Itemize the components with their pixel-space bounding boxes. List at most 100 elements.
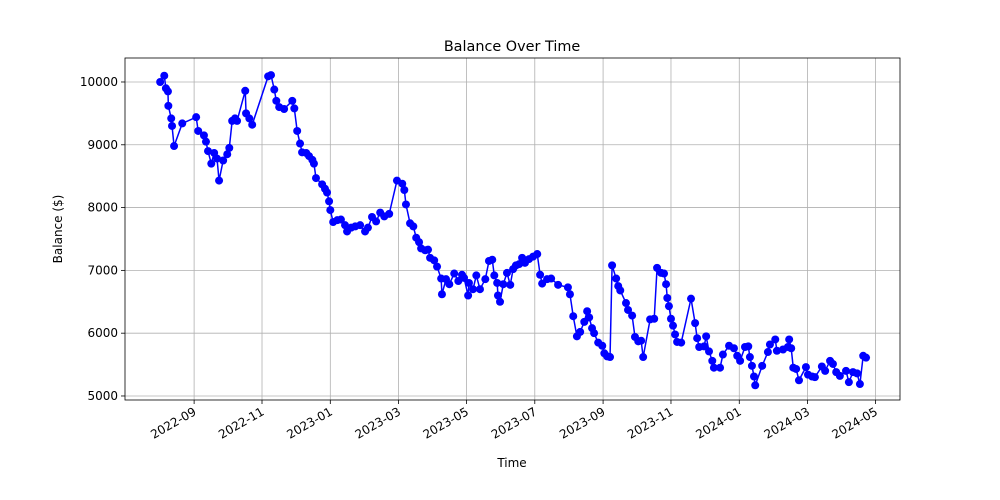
balance-point <box>794 376 803 385</box>
balance-point <box>433 262 442 271</box>
balance-point <box>693 334 702 343</box>
balance-point <box>401 200 410 209</box>
balance-point <box>835 371 844 380</box>
balance-point <box>563 283 572 292</box>
balance-point <box>862 353 871 362</box>
balance-point <box>248 120 257 129</box>
x-axis-label: Time <box>496 456 526 470</box>
balance-point <box>464 278 473 287</box>
balance-point <box>751 381 760 390</box>
balance-point <box>201 137 210 146</box>
balance-point <box>792 364 801 373</box>
balance-point <box>763 348 772 357</box>
balance-point <box>356 221 365 230</box>
balance-point <box>772 346 781 355</box>
balance-point <box>164 101 173 110</box>
balance-point <box>576 327 585 336</box>
balance-point <box>828 359 837 368</box>
balance-point <box>290 104 299 113</box>
balance-point <box>787 344 796 353</box>
balance-point <box>481 275 490 284</box>
balance-point <box>499 280 508 289</box>
y-tick-label: 10000 <box>80 75 118 89</box>
balance-point <box>669 321 678 330</box>
balance-point <box>192 113 201 122</box>
balance-point <box>167 114 176 123</box>
balance-point <box>288 96 297 105</box>
balance-point <box>691 319 700 328</box>
y-tick-label: 7000 <box>87 263 118 277</box>
balance-point <box>810 373 819 382</box>
balance-point <box>163 87 172 96</box>
balance-point <box>583 307 592 316</box>
balance-point <box>270 85 279 94</box>
balance-point <box>415 238 424 247</box>
balance-point <box>606 353 615 362</box>
balance-point <box>241 86 250 95</box>
y-tick-label: 6000 <box>87 326 118 340</box>
balance-point <box>842 366 851 375</box>
balance-point <box>199 131 208 140</box>
balance-point <box>385 209 394 218</box>
balance-point <box>207 159 216 168</box>
balance-point <box>272 96 281 105</box>
balance-point <box>616 286 625 295</box>
balance-point <box>472 271 481 280</box>
balance-point <box>700 342 709 351</box>
balance-point <box>219 156 228 165</box>
balance-point <box>204 147 213 156</box>
balance-point <box>747 361 756 370</box>
balance-point <box>569 312 578 321</box>
balance-point <box>671 330 680 339</box>
balance-point <box>855 380 864 389</box>
balance-point <box>660 269 669 278</box>
balance-point <box>608 261 617 270</box>
balance-point <box>736 356 745 365</box>
balance-point <box>475 285 484 294</box>
balance-point <box>225 143 234 152</box>
balance-point <box>821 366 830 375</box>
balance-point <box>705 347 714 356</box>
balance-point <box>598 341 607 350</box>
balance-point <box>493 278 502 287</box>
balance-point <box>637 336 646 345</box>
balance-point <box>785 335 794 344</box>
balance-point <box>363 223 372 232</box>
balance-point <box>464 291 473 300</box>
balance-point <box>585 313 594 322</box>
balance-point <box>612 274 621 283</box>
balance-point <box>687 294 696 303</box>
balance-point <box>853 369 862 378</box>
balance-point <box>400 186 409 195</box>
balance-point <box>844 378 853 387</box>
balance-point <box>729 344 738 353</box>
balance-point <box>430 256 439 265</box>
balance-point <box>502 268 511 277</box>
balance-point <box>424 245 433 254</box>
balance-point <box>194 126 203 135</box>
balance-point <box>168 121 177 130</box>
balance-point <box>650 314 659 323</box>
balance-point <box>744 342 753 351</box>
y-tick-label: 5000 <box>87 389 118 403</box>
balance-point <box>621 299 630 308</box>
balance-point <box>325 197 334 206</box>
chart-title: Balance Over Time <box>444 39 581 55</box>
balance-point <box>293 126 302 135</box>
balance-point <box>565 290 574 299</box>
balance-point <box>372 217 381 226</box>
balance-point <box>280 104 289 113</box>
balance-point <box>664 302 673 311</box>
balance-point <box>160 71 169 80</box>
balance-point <box>628 311 637 320</box>
y-tick-label: 9000 <box>87 138 118 152</box>
balance-point <box>718 350 727 359</box>
balance-point <box>662 280 671 289</box>
balance-point <box>496 297 505 306</box>
balance-point <box>663 294 672 303</box>
balance-point <box>702 332 711 341</box>
balance-point <box>296 139 305 148</box>
balance-point <box>716 363 725 372</box>
